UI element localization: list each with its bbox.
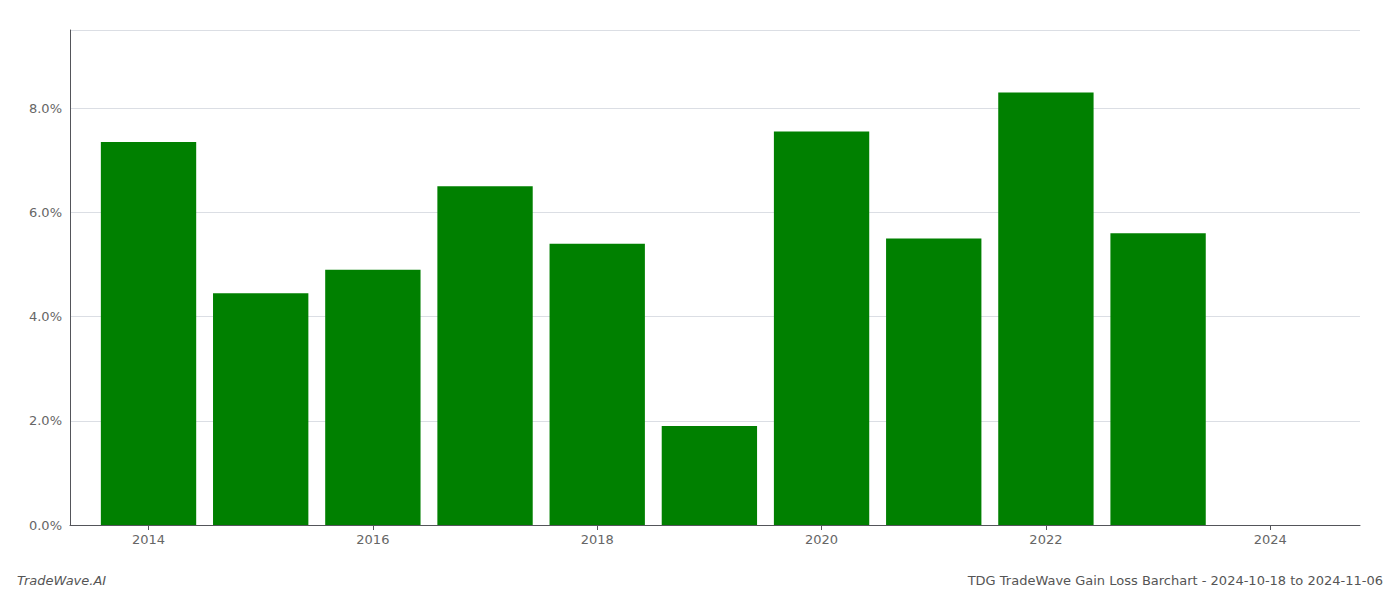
svg-text:8.0%: 8.0% [29, 101, 62, 116]
svg-text:6.0%: 6.0% [29, 205, 62, 220]
svg-text:4.0%: 4.0% [29, 309, 62, 324]
svg-text:2018: 2018 [581, 532, 614, 547]
svg-text:2024: 2024 [1254, 532, 1287, 547]
svg-text:2014: 2014 [132, 532, 165, 547]
svg-text:2020: 2020 [805, 532, 838, 547]
svg-text:0.0%: 0.0% [29, 518, 62, 533]
svg-text:TradeWave.AI: TradeWave.AI [17, 573, 106, 588]
svg-text:2022: 2022 [1029, 532, 1062, 547]
svg-text:2.0%: 2.0% [29, 413, 62, 428]
svg-text:2016: 2016 [356, 532, 389, 547]
svg-text:TDG TradeWave Gain Loss Barcha: TDG TradeWave Gain Loss Barchart - 2024-… [967, 573, 1383, 588]
